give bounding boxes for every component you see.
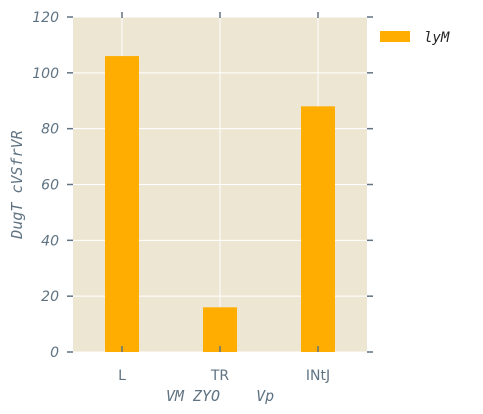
x-tick-label: TR [210, 368, 230, 384]
y-axis: 0 20 40 60 80 100 120 [32, 10, 373, 361]
y-tick-label: 20 [41, 289, 59, 305]
y-tick-label: 80 [41, 122, 59, 138]
y-tick-label: 0 [50, 345, 59, 361]
y-axis-label: DugT cVSfrVR [8, 130, 26, 239]
y-tick-label: 60 [41, 178, 59, 194]
y-tick-label: 100 [32, 66, 59, 82]
legend: lyM [380, 30, 450, 46]
bar-tr [203, 307, 237, 352]
legend-swatch [380, 31, 410, 42]
y-tick-label: 40 [41, 233, 59, 249]
legend-label: lyM [424, 30, 450, 46]
x-axis: L TR INtJ [118, 12, 330, 384]
bar-l [105, 56, 139, 352]
x-axis-label: VM ZYO Vp [166, 387, 274, 405]
y-tick-label: 120 [32, 10, 59, 26]
x-tick-label: INtJ [306, 368, 330, 384]
x-tick-label: L [118, 368, 126, 384]
bars [105, 56, 335, 352]
bar-intj [301, 106, 335, 352]
